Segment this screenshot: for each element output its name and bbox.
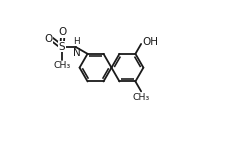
Text: CH₃: CH₃ xyxy=(132,93,149,102)
Text: OH: OH xyxy=(141,37,157,47)
Text: CH₃: CH₃ xyxy=(53,61,70,70)
Text: N: N xyxy=(73,48,80,58)
Text: S: S xyxy=(58,42,65,52)
Text: O: O xyxy=(44,34,52,44)
Text: O: O xyxy=(58,27,67,37)
Text: H: H xyxy=(73,37,80,46)
